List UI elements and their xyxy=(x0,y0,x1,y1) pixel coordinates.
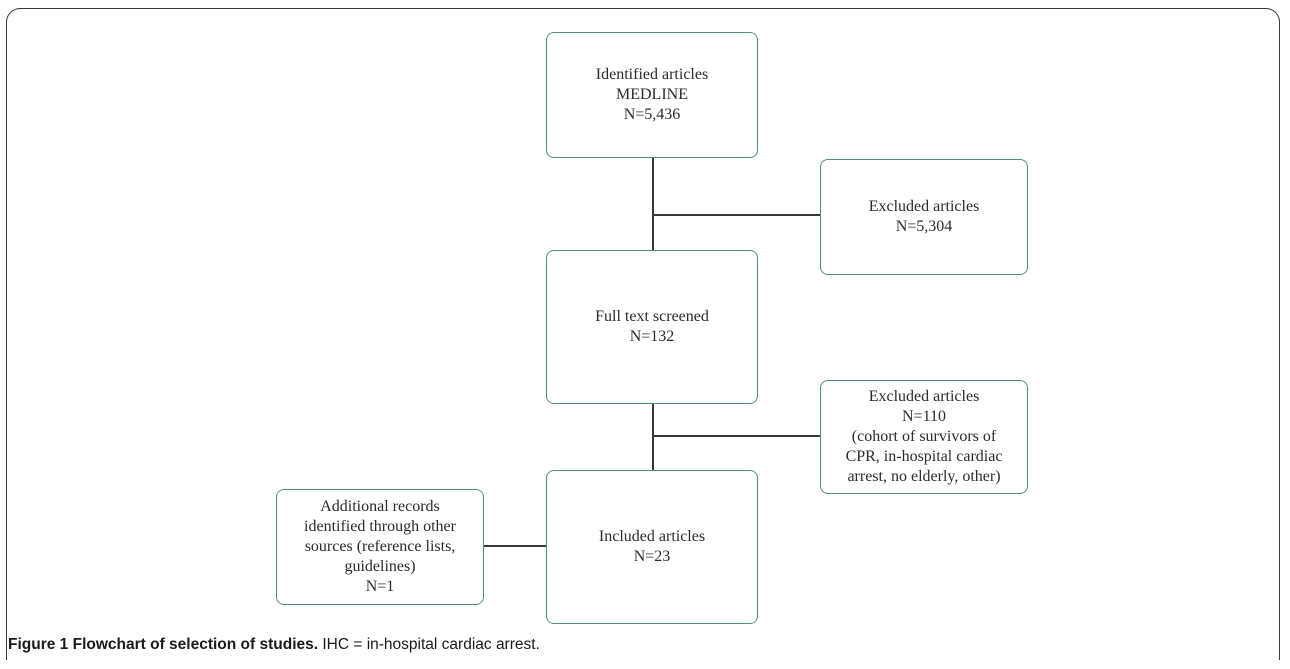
node-fulltext-line1: Full text screened xyxy=(595,308,709,325)
node-additional-line1: Additional records xyxy=(320,498,440,515)
node-excluded2-line3: (cohort of survivors of xyxy=(851,428,997,445)
node-excluded1-line1: Excluded articles xyxy=(868,198,980,215)
node-identified-line3: N=5,436 xyxy=(623,106,681,123)
node-fulltext-line2: N=132 xyxy=(629,328,675,345)
node-identified-line1: Identified articles xyxy=(595,66,709,83)
node-identified-line2: MEDLINE xyxy=(616,86,688,103)
caption-label: Figure 1 Flowchart of selection of studi… xyxy=(8,636,319,653)
node-additional-line5: N=1 xyxy=(365,578,395,595)
node-excluded2-line2: N=110 xyxy=(902,408,946,425)
node-excluded2-line5: arrest, no elderly, other) xyxy=(847,468,1001,485)
node-excluded-articles-2: Excluded articles N=110 (cohort of survi… xyxy=(820,380,1028,494)
node-excluded-articles-1: Excluded articles N=5,304 xyxy=(820,159,1028,275)
connector-additional-to-included xyxy=(484,545,546,547)
node-full-text-screened: Full text screened N=132 xyxy=(546,250,758,404)
connector-to-excluded2 xyxy=(652,435,820,437)
node-additional-records: Additional records identified through ot… xyxy=(276,489,484,605)
node-included-line2: N=23 xyxy=(633,548,671,565)
node-included-articles: Included articles N=23 xyxy=(546,470,758,624)
caption-text: IHC = in-hospital cardiac arrest. xyxy=(318,636,540,653)
node-excluded2-line4: CPR, in-hospital cardiac xyxy=(845,448,1003,465)
node-excluded1-line2: N=5,304 xyxy=(895,218,953,235)
figure-caption: Figure 1 Flowchart of selection of studi… xyxy=(8,636,540,654)
node-excluded2-line1: Excluded articles xyxy=(868,388,980,405)
node-additional-line4: guidelines) xyxy=(344,558,416,575)
node-additional-line2: identified through other xyxy=(304,518,456,535)
node-included-line1: Included articles xyxy=(598,528,706,545)
connector-identified-to-fulltext xyxy=(652,158,654,250)
connector-to-excluded1 xyxy=(652,214,820,216)
node-identified-articles: Identified articles MEDLINE N=5,436 xyxy=(546,32,758,158)
connector-fulltext-to-included xyxy=(652,404,654,470)
node-additional-line3: sources (reference lists, xyxy=(304,538,456,555)
figure-frame xyxy=(6,8,1280,660)
